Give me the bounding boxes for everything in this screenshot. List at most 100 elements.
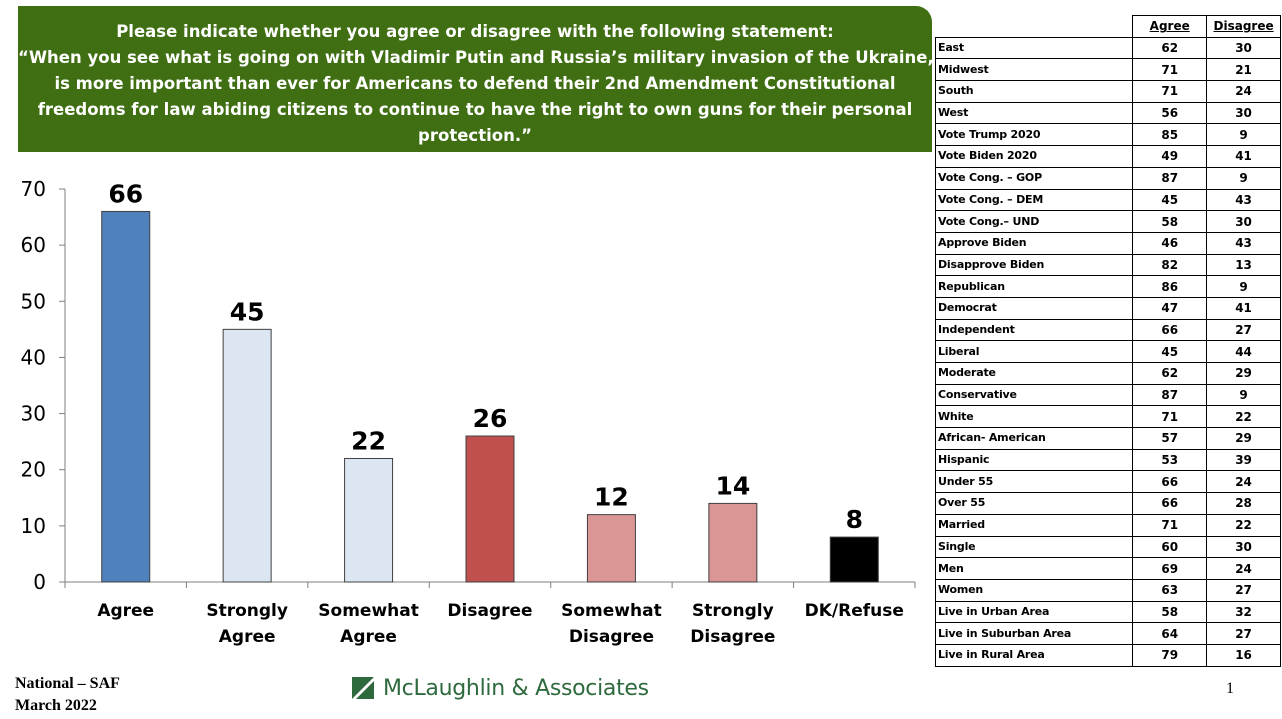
row-label: Independent: [934, 318, 1134, 342]
table-row: Single 60 30: [934, 535, 1281, 559]
agree-cell: 45: [1132, 340, 1208, 363]
disagree-cell: 29: [1206, 362, 1281, 385]
table-row: Midwest 71 21: [934, 58, 1281, 82]
disagree-cell: 21: [1206, 58, 1281, 82]
table-row: Disapprove Biden 82 13: [934, 253, 1281, 277]
header-line: protection.”: [418, 126, 532, 145]
table-row: Republican 86 9: [934, 275, 1281, 298]
agree-cell: 87: [1132, 166, 1208, 190]
row-label: Republican: [934, 275, 1134, 298]
table-header-row: Agree Disagree: [935, 15, 1281, 38]
table-row: Hispanic 53 39: [934, 448, 1281, 472]
row-label: Vote Trump 2020: [934, 123, 1134, 147]
y-tick-label: 60: [21, 233, 46, 257]
disagree-cell: 30: [1206, 101, 1281, 125]
x-category-label: Disagree: [690, 627, 775, 647]
disagree-cell: 30: [1206, 36, 1281, 60]
agree-cell: 79: [1132, 643, 1208, 667]
disagree-cell: 27: [1206, 578, 1281, 602]
x-category-label: DK/Refuse: [805, 601, 904, 621]
footer-date: March 2022: [15, 697, 97, 714]
agree-cell: 56: [1132, 101, 1208, 125]
agree-cell: 86: [1132, 275, 1208, 298]
y-tick-label: 0: [33, 570, 46, 594]
data-label: 22: [351, 426, 386, 455]
disagree-cell: 30: [1206, 210, 1281, 233]
column-header-agree: Agree: [1132, 15, 1208, 38]
agree-cell: 87: [1132, 383, 1208, 407]
bar: [344, 457, 394, 583]
row-label: Vote Cong. – GOP: [934, 166, 1134, 190]
row-label: White: [934, 405, 1134, 429]
bar-chart: 0 10 20 30 40 50 60 70 66 Agree 45 Strongly Agree 22 S…: [21, 177, 916, 647]
x-category-label: Disagree: [569, 627, 654, 647]
table-row: Over 55 66 28: [934, 492, 1281, 515]
table-row: South 71 24: [934, 80, 1281, 103]
x-category-label: Agree: [340, 627, 397, 647]
agree-cell: 47: [1132, 296, 1208, 320]
y-tick-label: 30: [21, 402, 46, 426]
row-label: Married: [934, 513, 1134, 537]
row-label: Vote Cong. – DEM: [934, 188, 1134, 212]
agree-cell: 71: [1132, 405, 1208, 429]
bar: [465, 435, 515, 583]
table-row: Live in Rural Area 79 16: [934, 643, 1281, 667]
bar: [101, 210, 151, 583]
table-row: Live in Suburban Area 64 27: [934, 622, 1281, 645]
row-label: Live in Suburban Area: [934, 622, 1134, 645]
disagree-cell: 32: [1206, 600, 1281, 624]
disagree-cell: 41: [1206, 296, 1281, 320]
agree-cell: 57: [1132, 427, 1208, 450]
disagree-cell: 9: [1206, 123, 1281, 147]
disagree-cell: 28: [1206, 492, 1281, 515]
agree-cell: 85: [1132, 123, 1208, 147]
bar: [586, 514, 636, 583]
table-row: Live in Urban Area 58 32: [934, 600, 1281, 624]
table-row: African- American 57 29: [934, 427, 1281, 450]
disagree-cell: 24: [1206, 470, 1281, 494]
agree-cell: 62: [1132, 362, 1208, 385]
row-label: Disapprove Biden: [934, 253, 1134, 277]
disagree-cell: 39: [1206, 448, 1281, 472]
x-category-label: Strongly: [692, 601, 774, 621]
data-label: 12: [594, 483, 629, 512]
agree-cell: 64: [1132, 622, 1208, 645]
row-label: Women: [934, 578, 1134, 602]
company-logo: McLaughlin & Associates: [352, 672, 649, 704]
table-body: East 62 30 Midwest 71 21 South 71 24 West 56 30 Vote…: [934, 36, 1281, 667]
row-label: Liberal: [934, 340, 1134, 363]
y-tick-label: 10: [21, 514, 46, 538]
data-label: 26: [473, 404, 508, 433]
agree-cell: 58: [1132, 210, 1208, 233]
table-row: Men 69 24: [934, 557, 1281, 580]
row-label: Vote Cong.– UND: [934, 210, 1134, 233]
disagree-cell: 30: [1206, 535, 1281, 559]
table-row: Vote Biden 2020 49 41: [934, 145, 1281, 168]
table-row: Vote Cong. – GOP 87 9: [934, 166, 1281, 190]
disagree-cell: 43: [1206, 188, 1281, 212]
row-label: Live in Rural Area: [934, 643, 1134, 667]
disagree-cell: 9: [1206, 383, 1281, 407]
disagree-cell: 24: [1206, 80, 1281, 103]
x-category-label: Somewhat: [318, 601, 419, 621]
disagree-cell: 9: [1206, 275, 1281, 298]
row-label: Single: [934, 535, 1134, 559]
disagree-cell: 41: [1206, 145, 1281, 168]
table-row: Liberal 45 44: [934, 340, 1281, 363]
agree-cell: 62: [1132, 36, 1208, 60]
disagree-cell: 27: [1206, 622, 1281, 645]
agree-cell: 66: [1132, 318, 1208, 342]
table-row: Women 63 27: [934, 578, 1281, 602]
crosstab-table: Agree Disagree East 62 30 Midwest 71 21 South 7…: [934, 15, 1281, 667]
data-label: 8: [846, 505, 863, 534]
row-label: Democrat: [934, 296, 1134, 320]
logo-text: McLaughlin & Associates: [383, 675, 649, 701]
y-tick-label: 40: [21, 345, 46, 369]
x-category-label: Agree: [219, 627, 276, 647]
agree-cell: 60: [1132, 535, 1208, 559]
agree-cell: 58: [1132, 600, 1208, 624]
table-corner: [935, 15, 1134, 38]
table-row: Conservative 87 9: [934, 383, 1281, 407]
row-label: Moderate: [934, 362, 1134, 385]
row-label: Midwest: [934, 58, 1134, 82]
